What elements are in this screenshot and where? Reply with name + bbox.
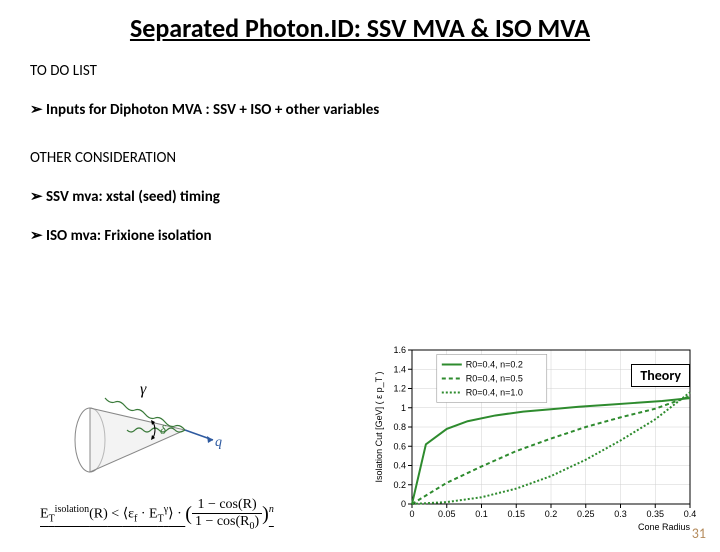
svg-text:0.1: 0.1 — [475, 509, 488, 519]
svg-text:1.4: 1.4 — [393, 364, 406, 374]
cone-diagram: γ δ q — [55, 380, 225, 490]
svg-text:0.2: 0.2 — [393, 480, 406, 490]
svg-text:0.3: 0.3 — [614, 509, 627, 519]
svg-text:0.4: 0.4 — [684, 509, 697, 519]
svg-text:0: 0 — [409, 509, 414, 519]
section-other: OTHER CONSIDERATION — [30, 149, 720, 167]
svg-text:0: 0 — [401, 499, 406, 509]
bullet-iso: ISO mva: Frixione isolation — [30, 226, 720, 245]
page-title: Separated Photon.ID: SSV MVA & ISO MVA — [0, 12, 720, 44]
section-todo: TO DO LIST — [30, 62, 720, 80]
frixione-formula: ETisolation(R) < ⟨εf · ETγ⟩ · (1 − cos(R… — [40, 497, 274, 532]
svg-text:0.15: 0.15 — [507, 509, 525, 519]
svg-text:0.6: 0.6 — [393, 441, 406, 451]
svg-text:0.4: 0.4 — [393, 461, 406, 471]
bullet-ssv: SSV mva: xstal (seed) timing — [30, 187, 720, 206]
svg-text:1.6: 1.6 — [393, 345, 406, 355]
svg-text:R0=0.4, n=0.5: R0=0.4, n=0.5 — [466, 373, 523, 383]
theory-label: Theory — [631, 364, 690, 387]
svg-text:R0=0.4, n=0.2: R0=0.4, n=0.2 — [466, 359, 523, 369]
svg-text:1: 1 — [401, 403, 406, 413]
svg-text:Cone Radius: Cone Radius — [638, 522, 691, 532]
gamma-label: γ — [140, 381, 147, 398]
svg-text:0.8: 0.8 — [393, 422, 406, 432]
delta-label: δ — [160, 422, 167, 437]
svg-text:0.25: 0.25 — [577, 509, 595, 519]
svg-text:R0=0.4, n=1.0: R0=0.4, n=1.0 — [466, 387, 523, 397]
q-label: q — [215, 435, 222, 450]
svg-text:0.05: 0.05 — [438, 509, 456, 519]
svg-text:1.2: 1.2 — [393, 384, 406, 394]
bullet-diphoton: Inputs for Diphoton MVA : SSV + ISO + ot… — [30, 100, 720, 119]
svg-text:0.2: 0.2 — [545, 509, 558, 519]
svg-text:0.35: 0.35 — [646, 509, 664, 519]
page-number: 31 — [692, 525, 706, 542]
svg-text:Isolation Cut [GeV] ( ε p_T ): Isolation Cut [GeV] ( ε p_T ) — [374, 372, 384, 483]
